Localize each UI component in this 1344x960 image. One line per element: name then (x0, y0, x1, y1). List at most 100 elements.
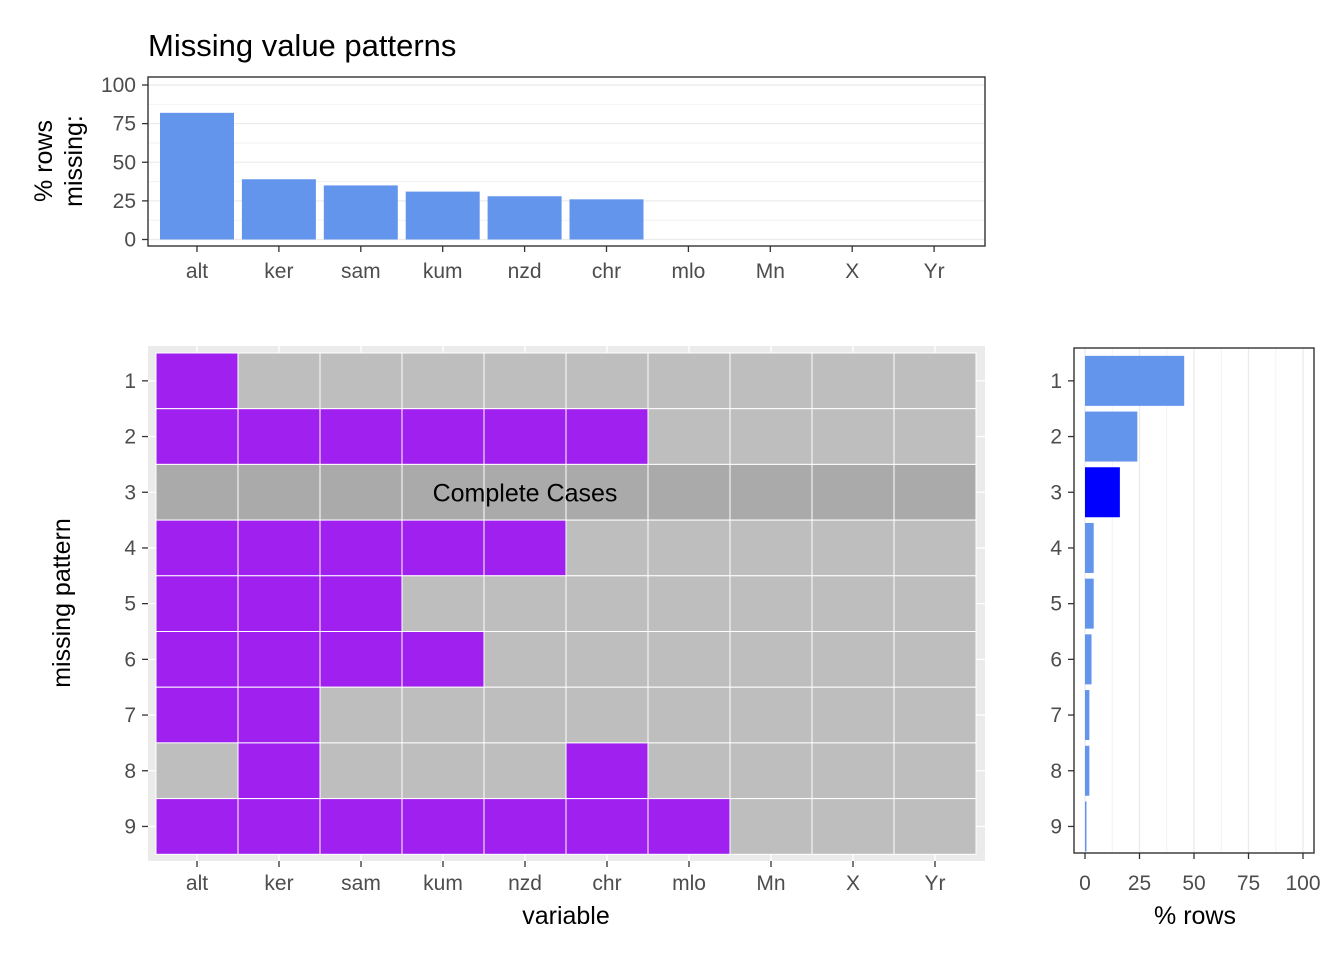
heatmap-y-tick-label: 5 (124, 593, 136, 616)
heatmap-x-tick-label: chr (592, 872, 621, 895)
top-y-tick-label: 50 (113, 151, 136, 174)
heatmap-cell (483, 575, 567, 632)
heatmap-cell (729, 631, 813, 688)
heatmap-cell (155, 686, 239, 744)
heatmap-cell (319, 742, 403, 800)
heatmap-cell (893, 408, 977, 465)
right-x-tick-label: 50 (1182, 872, 1205, 895)
right-x-tick-label: 100 (1285, 872, 1320, 895)
right-bar (1085, 467, 1120, 518)
heatmap-cell (811, 631, 895, 688)
right-bar (1085, 578, 1094, 629)
heatmap-cell (729, 463, 813, 521)
heatmap-cell (647, 519, 731, 577)
top-y-tick-label: 0 (124, 229, 136, 252)
heatmap-cell (565, 631, 649, 688)
heatmap-cell (483, 798, 567, 855)
heatmap-cell (565, 742, 649, 800)
top-x-tick-label: chr (592, 260, 621, 283)
top-bar (323, 185, 398, 240)
right-y-tick-label: 6 (1050, 648, 1062, 671)
right-bar (1085, 411, 1138, 462)
heatmap-cell (401, 408, 485, 465)
right-bar (1085, 801, 1087, 852)
top-y-tick-label: 75 (113, 113, 136, 136)
right-x-axis-title: % rows (1154, 902, 1236, 930)
right-y-tick-label: 2 (1050, 426, 1062, 449)
right-y-tick-label: 9 (1050, 815, 1062, 838)
heatmap-cell (155, 575, 239, 632)
heatmap-x-tick-label: Mn (756, 872, 785, 895)
heatmap-cell (811, 686, 895, 744)
heatmap-cell (319, 463, 403, 521)
top-bar (241, 179, 316, 240)
heatmap-cell (319, 519, 403, 577)
heatmap-cell (893, 575, 977, 632)
top-x-tick-label: Yr (924, 260, 945, 283)
heatmap-cell (811, 463, 895, 521)
top-bar (405, 191, 480, 240)
heatmap-cell (401, 575, 485, 632)
heatmap-y-tick-label: 3 (124, 481, 136, 504)
heatmap-cell (155, 519, 239, 577)
right-bar (1085, 355, 1185, 406)
heatmap-cell (401, 352, 485, 410)
right-bar (1085, 634, 1092, 685)
heatmap-cell (237, 352, 321, 410)
heatmap-cell (811, 519, 895, 577)
heatmap-cell (647, 352, 731, 410)
heatmap-cell (401, 631, 485, 688)
top-x-tick-label: alt (186, 260, 208, 283)
heatmap-x-tick-label: X (846, 872, 860, 895)
right-bar (1085, 690, 1090, 741)
heatmap-cell (237, 519, 321, 577)
heatmap-cell (401, 798, 485, 855)
heatmap-cell (811, 352, 895, 410)
heatmap-y-tick-label: 6 (124, 648, 136, 671)
heatmap-y-tick-label: 2 (124, 426, 136, 449)
right-bar (1085, 745, 1090, 796)
heatmap-cell (647, 408, 731, 465)
heatmap-cell (893, 519, 977, 577)
heatmap-cell (237, 408, 321, 465)
top-x-tick-label: kum (423, 260, 463, 283)
heatmap-cell (319, 575, 403, 632)
complete-cases-label: Complete Cases (433, 479, 618, 507)
right-bar-panel: 1 2 3 4 5 6 7 8 9 0 25 50 75 100 % rows (1050, 347, 1321, 930)
heatmap-x-tick-label: nzd (508, 872, 542, 895)
top-x-tick-label: Mn (756, 260, 785, 283)
heatmap-y-tick-label: 1 (124, 370, 136, 393)
heatmap-cell (483, 742, 567, 800)
right-y-tick-label: 3 (1050, 481, 1062, 504)
heatmap-cell (729, 798, 813, 855)
top-y-tick-label: 25 (113, 190, 136, 213)
heatmap-cell (155, 352, 239, 410)
heatmap-cell (565, 686, 649, 744)
heatmap-cell (647, 742, 731, 800)
heatmap-cell (565, 519, 649, 577)
heatmap-cell (237, 463, 321, 521)
heatmap-cell (729, 686, 813, 744)
heatmap-cell (811, 408, 895, 465)
heatmap-cell (647, 463, 731, 521)
heatmap-cell (237, 798, 321, 855)
right-y-tick-label: 7 (1050, 704, 1062, 727)
heatmap-x-tick-label: ker (264, 872, 293, 895)
heatmap-cell (319, 352, 403, 410)
heatmap-cell (401, 463, 485, 521)
right-y-tick-label: 5 (1050, 593, 1062, 616)
heatmap-cell (565, 408, 649, 465)
right-y-tick-label: 4 (1050, 537, 1062, 560)
heatmap-cell (729, 575, 813, 632)
heatmap-cell (483, 408, 567, 465)
heatmap-cell (893, 631, 977, 688)
heatmap-x-tick-label: kum (423, 872, 463, 895)
heatmap-cell (565, 575, 649, 632)
heatmap-cell (565, 798, 649, 855)
top-x-tick-label: mlo (671, 260, 705, 283)
top-bar-panel: 0 25 50 75 100 alt ker sam kum nzd chr mlo Mn X Yr % … (30, 74, 986, 283)
right-x-tick-label: 0 (1079, 872, 1091, 895)
heatmap-cell (729, 408, 813, 465)
heatmap-cell (155, 463, 239, 521)
